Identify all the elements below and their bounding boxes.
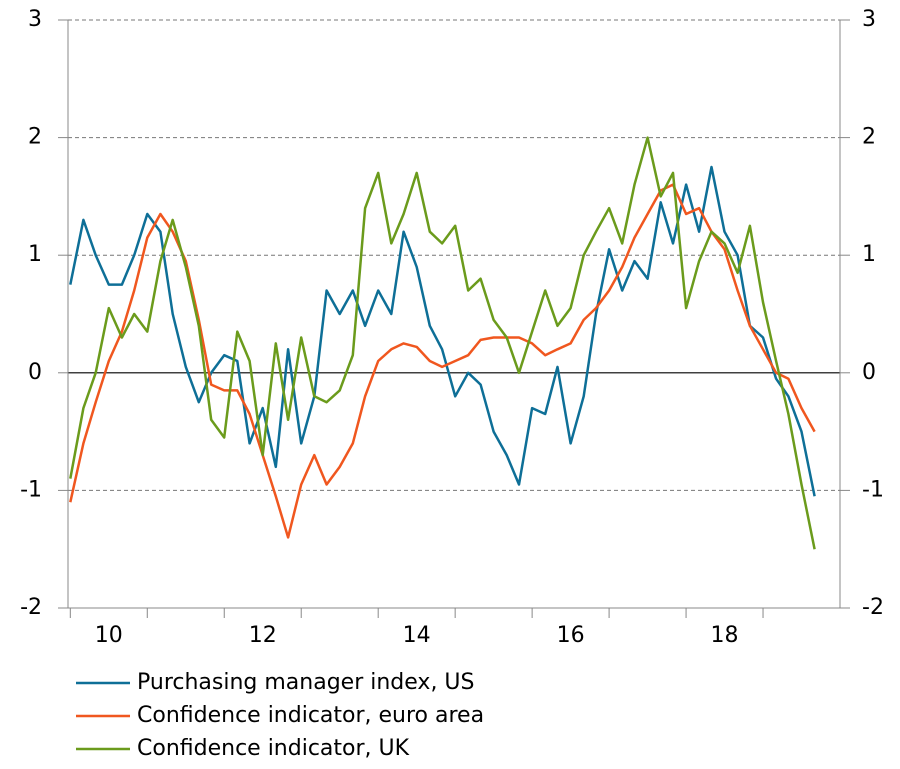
y-tick-label: 2 bbox=[28, 125, 42, 150]
x-tick-label: 18 bbox=[711, 623, 739, 648]
y-tick-label: -1 bbox=[20, 477, 42, 502]
series-line bbox=[69, 183, 816, 539]
legend-label: Confidence indicator, UK bbox=[137, 736, 410, 761]
y2-tick-label: 3 bbox=[862, 7, 876, 32]
y-tick-label: -2 bbox=[20, 595, 42, 620]
y-tick-label: 3 bbox=[28, 7, 42, 32]
y2-tick-label: -1 bbox=[862, 477, 884, 502]
y2-tick-label: 1 bbox=[862, 242, 876, 267]
y-tick-label: 0 bbox=[28, 360, 42, 385]
y-tick-label: 1 bbox=[28, 242, 42, 267]
legend-label: Confidence indicator, euro area bbox=[137, 703, 484, 728]
legend-label: Purchasing manager index, US bbox=[137, 670, 475, 695]
series-line bbox=[69, 165, 816, 497]
y2-tick-label: 2 bbox=[862, 125, 876, 150]
y2-tick-label: -2 bbox=[862, 595, 884, 620]
x-tick-label: 16 bbox=[557, 623, 585, 648]
series-line bbox=[69, 136, 816, 550]
x-tick-label: 12 bbox=[249, 623, 277, 648]
x-tick-label: 14 bbox=[403, 623, 431, 648]
x-tick-label: 10 bbox=[95, 623, 123, 648]
y2-tick-label: 0 bbox=[862, 360, 876, 385]
